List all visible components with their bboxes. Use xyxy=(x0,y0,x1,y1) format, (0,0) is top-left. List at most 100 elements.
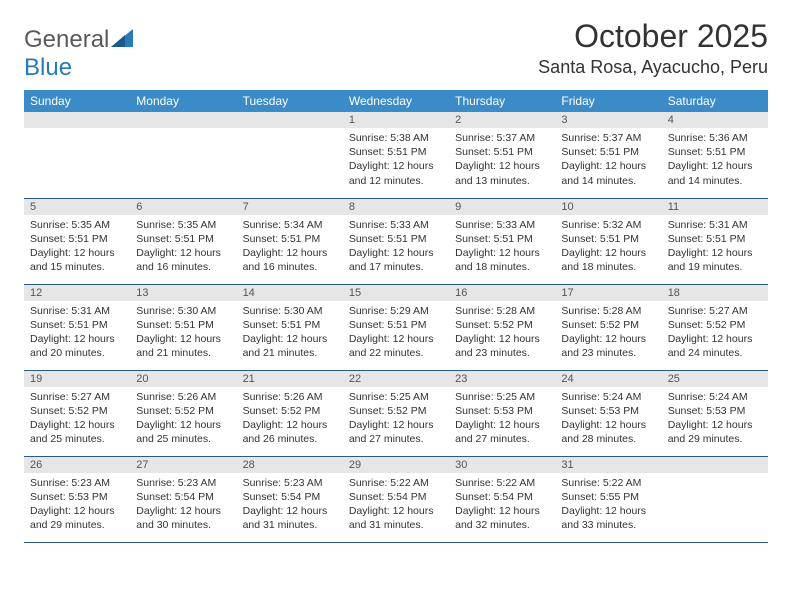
location: Santa Rosa, Ayacucho, Peru xyxy=(538,57,768,78)
day-number-strip xyxy=(130,112,236,128)
sunset-text: Sunset: 5:51 PM xyxy=(349,145,443,159)
day-number: 2 xyxy=(449,112,555,128)
sunrise-text: Sunrise: 5:28 AM xyxy=(455,304,549,318)
sunset-text: Sunset: 5:51 PM xyxy=(136,318,230,332)
calendar-day-cell: 1Sunrise: 5:38 AMSunset: 5:51 PMDaylight… xyxy=(343,112,449,198)
daylight-text: Daylight: 12 hours and 14 minutes. xyxy=(668,159,762,187)
day-number: 29 xyxy=(343,457,449,473)
sunset-text: Sunset: 5:52 PM xyxy=(243,404,337,418)
sunrise-text: Sunrise: 5:36 AM xyxy=(668,131,762,145)
daylight-text: Daylight: 12 hours and 29 minutes. xyxy=(30,504,124,532)
day-number: 25 xyxy=(662,371,768,387)
sunrise-text: Sunrise: 5:26 AM xyxy=(243,390,337,404)
day-number: 15 xyxy=(343,285,449,301)
sunset-text: Sunset: 5:51 PM xyxy=(668,232,762,246)
day-details: Sunrise: 5:23 AMSunset: 5:54 PMDaylight:… xyxy=(237,473,343,539)
day-details: Sunrise: 5:37 AMSunset: 5:51 PMDaylight:… xyxy=(449,128,555,194)
day-details: Sunrise: 5:26 AMSunset: 5:52 PMDaylight:… xyxy=(130,387,236,453)
daylight-text: Daylight: 12 hours and 26 minutes. xyxy=(243,418,337,446)
day-details: Sunrise: 5:38 AMSunset: 5:51 PMDaylight:… xyxy=(343,128,449,194)
day-details: Sunrise: 5:35 AMSunset: 5:51 PMDaylight:… xyxy=(24,215,130,281)
calendar-week-row: 12Sunrise: 5:31 AMSunset: 5:51 PMDayligh… xyxy=(24,284,768,370)
weekday-header-row: SundayMondayTuesdayWednesdayThursdayFrid… xyxy=(24,90,768,112)
daylight-text: Daylight: 12 hours and 21 minutes. xyxy=(136,332,230,360)
day-details: Sunrise: 5:31 AMSunset: 5:51 PMDaylight:… xyxy=(662,215,768,281)
calendar-day-cell: 19Sunrise: 5:27 AMSunset: 5:52 PMDayligh… xyxy=(24,370,130,456)
daylight-text: Daylight: 12 hours and 28 minutes. xyxy=(561,418,655,446)
calendar-week-row: 1Sunrise: 5:38 AMSunset: 5:51 PMDaylight… xyxy=(24,112,768,198)
day-details: Sunrise: 5:33 AMSunset: 5:51 PMDaylight:… xyxy=(449,215,555,281)
day-details: Sunrise: 5:28 AMSunset: 5:52 PMDaylight:… xyxy=(555,301,661,367)
calendar-empty-cell xyxy=(130,112,236,198)
sunset-text: Sunset: 5:51 PM xyxy=(668,145,762,159)
sunset-text: Sunset: 5:54 PM xyxy=(455,490,549,504)
daylight-text: Daylight: 12 hours and 20 minutes. xyxy=(30,332,124,360)
sunset-text: Sunset: 5:53 PM xyxy=(30,490,124,504)
day-number: 27 xyxy=(130,457,236,473)
sunrise-text: Sunrise: 5:29 AM xyxy=(349,304,443,318)
calendar-empty-cell xyxy=(662,456,768,542)
title-block: October 2025 Santa Rosa, Ayacucho, Peru xyxy=(538,18,768,78)
calendar-week-row: 26Sunrise: 5:23 AMSunset: 5:53 PMDayligh… xyxy=(24,456,768,542)
day-number-strip xyxy=(24,112,130,128)
calendar-day-cell: 26 Sunrise: 5:23 AMSunset: 5:53 PMDayligh… xyxy=(24,456,130,542)
header: General Blue October 2025 Santa Rosa, Ay… xyxy=(24,18,768,82)
calendar-day-cell: 2Sunrise: 5:37 AMSunset: 5:51 PMDaylight… xyxy=(449,112,555,198)
daylight-text: Daylight: 12 hours and 15 minutes. xyxy=(30,246,124,274)
sunset-text: Sunset: 5:51 PM xyxy=(349,318,443,332)
calendar-day-cell: 11Sunrise: 5:31 AMSunset: 5:51 PMDayligh… xyxy=(662,198,768,284)
daylight-text: Daylight: 12 hours and 25 minutes. xyxy=(30,418,124,446)
calendar-day-cell: 7Sunrise: 5:34 AMSunset: 5:51 PMDaylight… xyxy=(237,198,343,284)
day-number: 19 xyxy=(24,371,130,387)
sunrise-text: Sunrise: 5:33 AM xyxy=(349,218,443,232)
calendar-day-cell: 28Sunrise: 5:23 AMSunset: 5:54 PMDayligh… xyxy=(237,456,343,542)
calendar-day-cell: 12Sunrise: 5:31 AMSunset: 5:51 PMDayligh… xyxy=(24,284,130,370)
day-details: Sunrise: 5:22 AMSunset: 5:55 PMDaylight:… xyxy=(555,473,661,539)
sunrise-text: Sunrise: 5:37 AM xyxy=(561,131,655,145)
day-details: Sunrise: 5:22 AMSunset: 5:54 PMDaylight:… xyxy=(449,473,555,539)
daylight-text: Daylight: 12 hours and 31 minutes. xyxy=(349,504,443,532)
sunrise-text: Sunrise: 5:34 AM xyxy=(243,218,337,232)
sunrise-text: Sunrise: 5:37 AM xyxy=(455,131,549,145)
sunrise-text: Sunrise: 5:33 AM xyxy=(455,218,549,232)
day-number: 26 xyxy=(24,457,130,473)
day-details: Sunrise: 5:24 AMSunset: 5:53 PMDaylight:… xyxy=(555,387,661,453)
calendar-day-cell: 13Sunrise: 5:30 AMSunset: 5:51 PMDayligh… xyxy=(130,284,236,370)
day-number: 9 xyxy=(449,199,555,215)
sail-icon xyxy=(111,29,133,47)
day-number: 11 xyxy=(662,199,768,215)
sunset-text: Sunset: 5:51 PM xyxy=(136,232,230,246)
sunset-text: Sunset: 5:52 PM xyxy=(136,404,230,418)
sunrise-text: Sunrise: 5:32 AM xyxy=(561,218,655,232)
day-number: 18 xyxy=(662,285,768,301)
day-number-strip xyxy=(237,112,343,128)
daylight-text: Daylight: 12 hours and 29 minutes. xyxy=(668,418,762,446)
calendar-day-cell: 31Sunrise: 5:22 AMSunset: 5:55 PMDayligh… xyxy=(555,456,661,542)
daylight-text: Daylight: 12 hours and 22 minutes. xyxy=(349,332,443,360)
day-details: Sunrise: 5:25 AMSunset: 5:53 PMDaylight:… xyxy=(449,387,555,453)
weekday-header: Friday xyxy=(555,90,661,112)
day-details: Sunrise: 5:32 AMSunset: 5:51 PMDaylight:… xyxy=(555,215,661,281)
daylight-text: Daylight: 12 hours and 19 minutes. xyxy=(668,246,762,274)
day-number: 17 xyxy=(555,285,661,301)
day-details: Sunrise: 5:31 AMSunset: 5:51 PMDaylight:… xyxy=(24,301,130,367)
sunrise-text: Sunrise: 5:35 AM xyxy=(30,218,124,232)
daylight-text: Daylight: 12 hours and 18 minutes. xyxy=(561,246,655,274)
calendar-day-cell: 18Sunrise: 5:27 AMSunset: 5:52 PMDayligh… xyxy=(662,284,768,370)
calendar-week-row: 19Sunrise: 5:27 AMSunset: 5:52 PMDayligh… xyxy=(24,370,768,456)
daylight-text: Daylight: 12 hours and 31 minutes. xyxy=(243,504,337,532)
sunrise-text: Sunrise: 5:23 AM xyxy=(30,476,124,490)
sunrise-text: Sunrise: 5:35 AM xyxy=(136,218,230,232)
day-number: 28 xyxy=(237,457,343,473)
sunrise-text: Sunrise: 5:30 AM xyxy=(136,304,230,318)
sunset-text: Sunset: 5:51 PM xyxy=(243,232,337,246)
day-number: 20 xyxy=(130,371,236,387)
day-number: 5 xyxy=(24,199,130,215)
sunset-text: Sunset: 5:51 PM xyxy=(455,145,549,159)
calendar-day-cell: 20Sunrise: 5:26 AMSunset: 5:52 PMDayligh… xyxy=(130,370,236,456)
calendar-day-cell: 29Sunrise: 5:22 AMSunset: 5:54 PMDayligh… xyxy=(343,456,449,542)
daylight-text: Daylight: 12 hours and 27 minutes. xyxy=(349,418,443,446)
sunrise-text: Sunrise: 5:38 AM xyxy=(349,131,443,145)
calendar-day-cell: 10Sunrise: 5:32 AMSunset: 5:51 PMDayligh… xyxy=(555,198,661,284)
calendar-day-cell: 14Sunrise: 5:30 AMSunset: 5:51 PMDayligh… xyxy=(237,284,343,370)
